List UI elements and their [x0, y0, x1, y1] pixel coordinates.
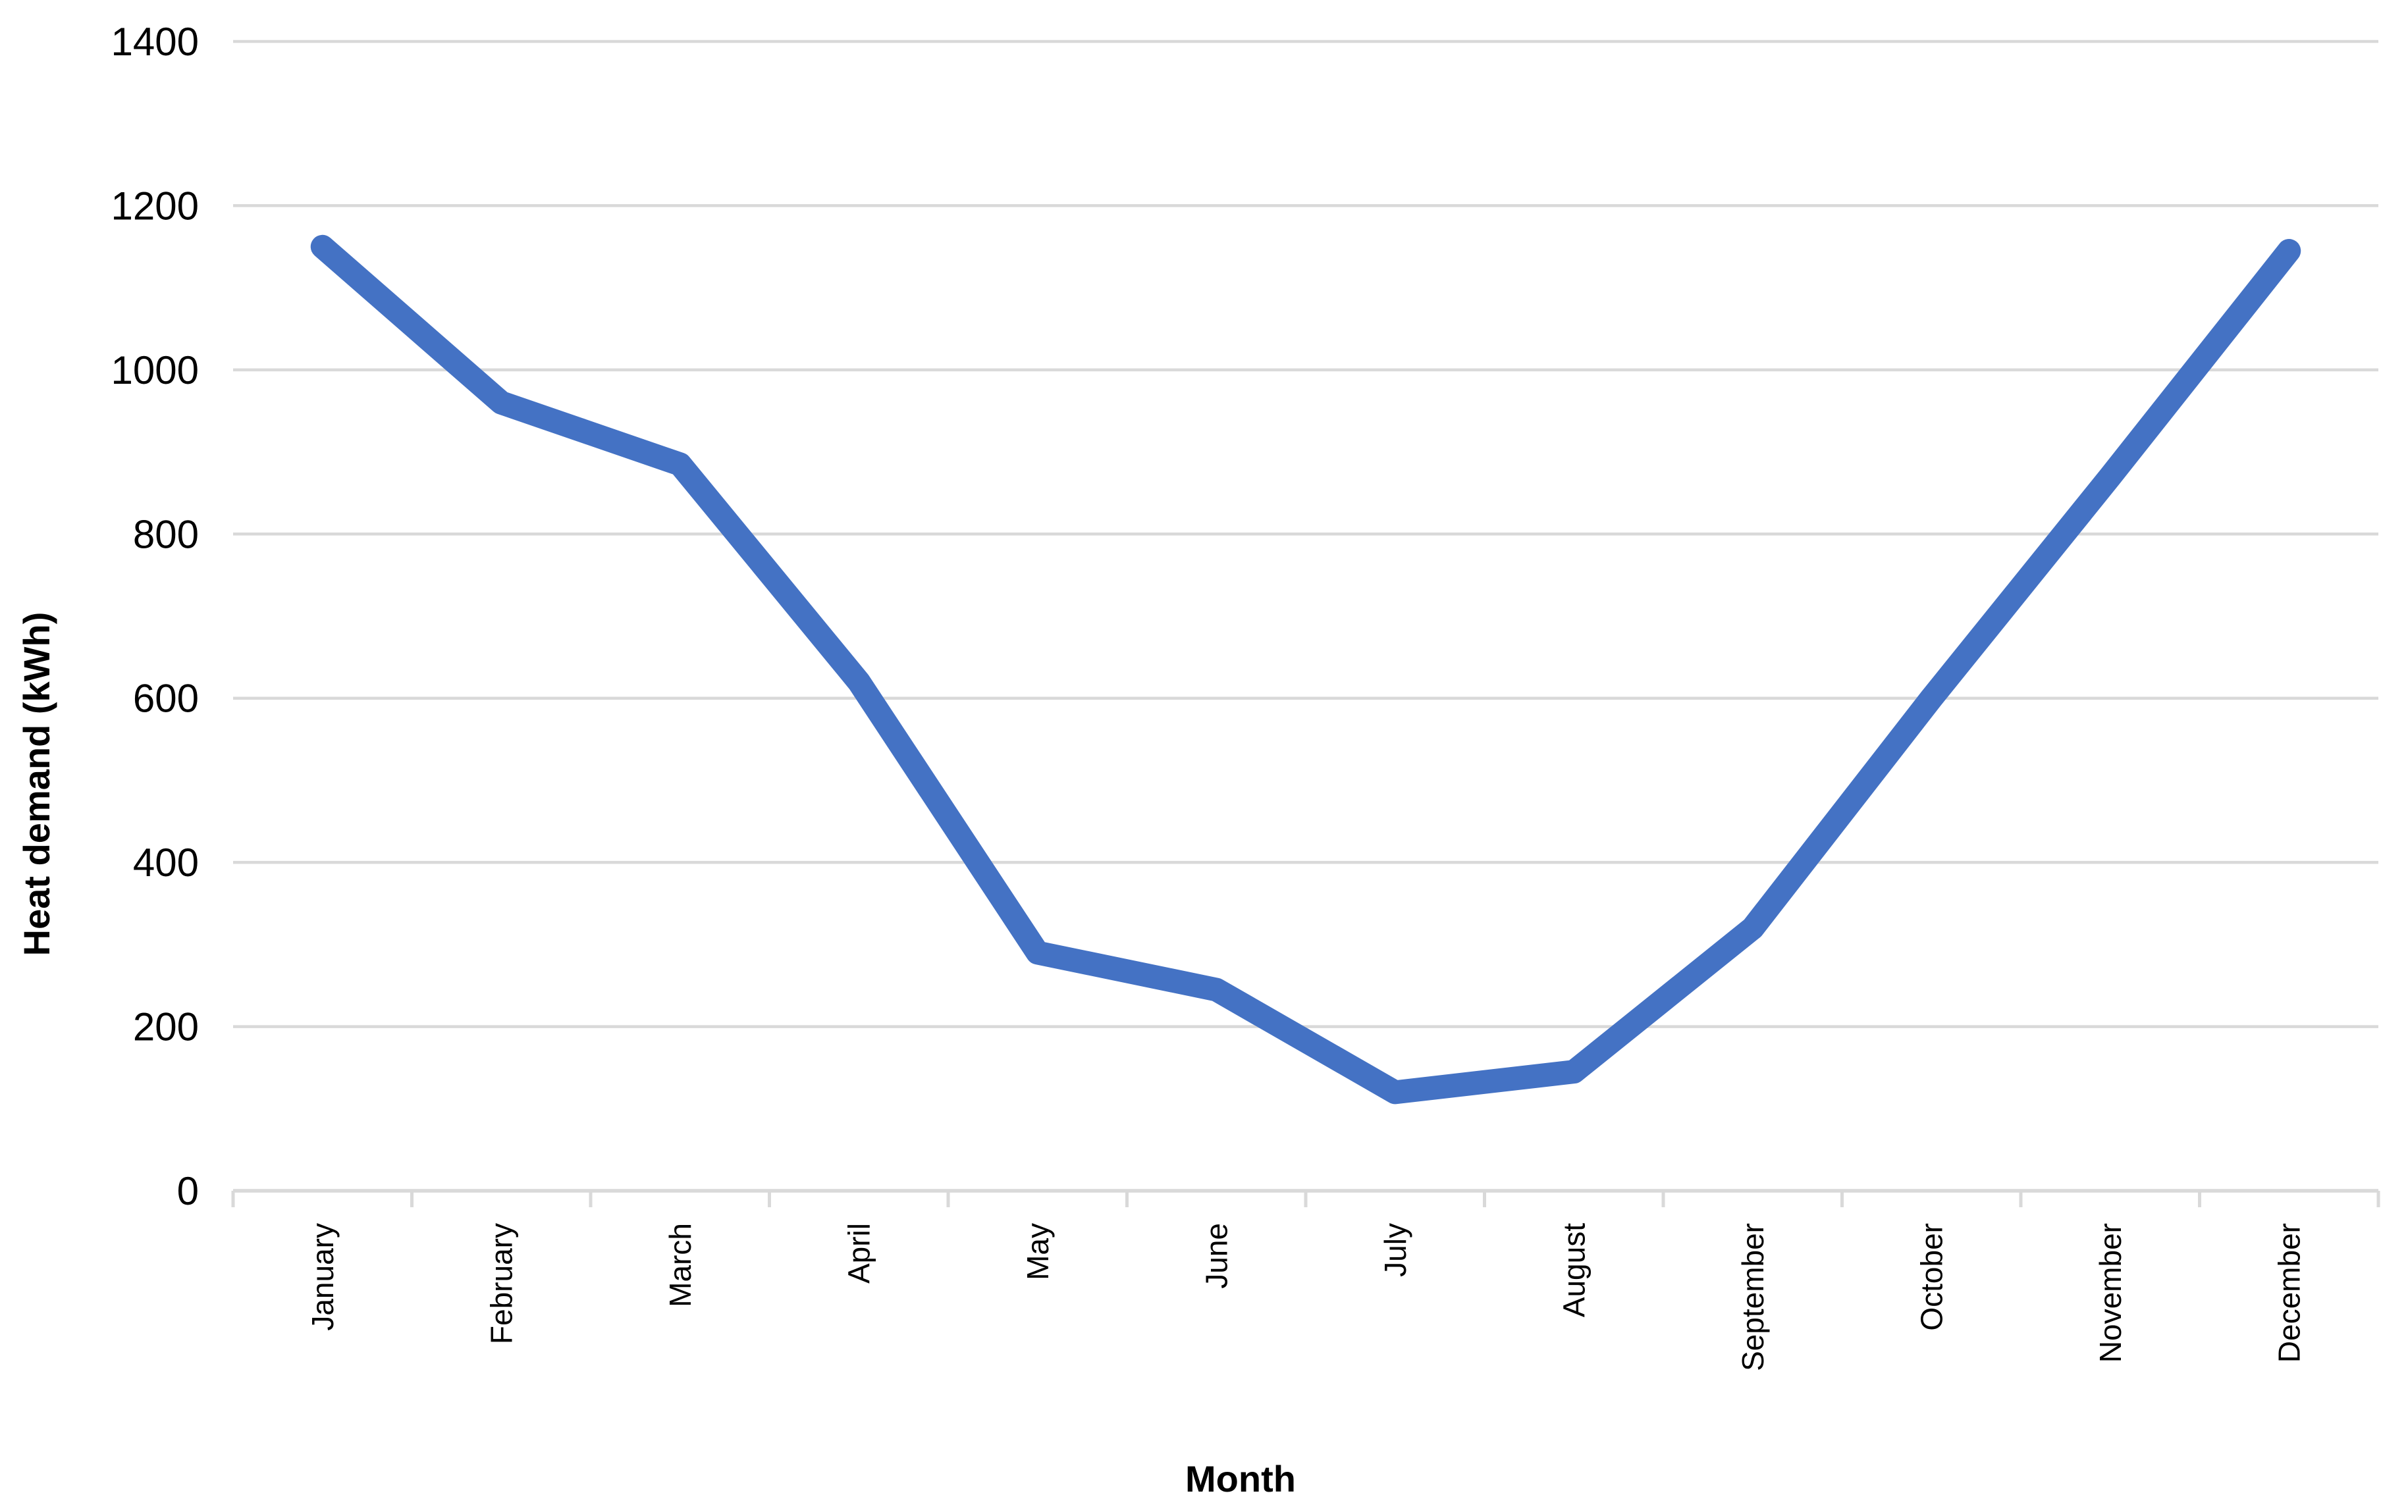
x-tick-label: March — [663, 1223, 697, 1307]
x-tick-label: September — [1736, 1223, 1770, 1371]
series-line — [310, 234, 2301, 1105]
x-tick-label: July — [1378, 1223, 1412, 1277]
x-tick-label: November — [2093, 1223, 2127, 1363]
x-tick-label: December — [2272, 1223, 2306, 1363]
y-tick-label: 0 — [177, 1169, 199, 1213]
y-tick-label: 1200 — [111, 184, 199, 228]
axis-ticks-group — [231, 1191, 2380, 1207]
gridlines-group — [233, 39, 2378, 1193]
x-axis-labels-group: January February March April May June July Augu… — [306, 1223, 2307, 1371]
y-tick-label: 1000 — [111, 348, 199, 392]
x-tick-label: May — [1021, 1223, 1055, 1280]
y-tick-label: 1400 — [111, 20, 199, 64]
y-axis-title: Heat demand (kWh) — [16, 612, 57, 956]
x-tick-label: February — [484, 1223, 518, 1344]
y-tick-label: 800 — [133, 512, 199, 556]
x-tick-label: October — [1914, 1223, 1948, 1331]
y-tick-label: 600 — [133, 677, 199, 721]
y-tick-label: 400 — [133, 841, 199, 885]
y-axis-labels-group: 0 200 400 600 800 1000 1200 1400 — [111, 20, 199, 1213]
x-axis-title: Month — [1185, 1458, 1296, 1499]
series-group — [310, 234, 2301, 1105]
x-tick-label: August — [1557, 1223, 1591, 1317]
x-tick-label: January — [306, 1223, 340, 1331]
x-tick-label: April — [842, 1223, 876, 1284]
x-tick-label: June — [1199, 1223, 1233, 1289]
y-tick-label: 200 — [133, 1005, 199, 1049]
